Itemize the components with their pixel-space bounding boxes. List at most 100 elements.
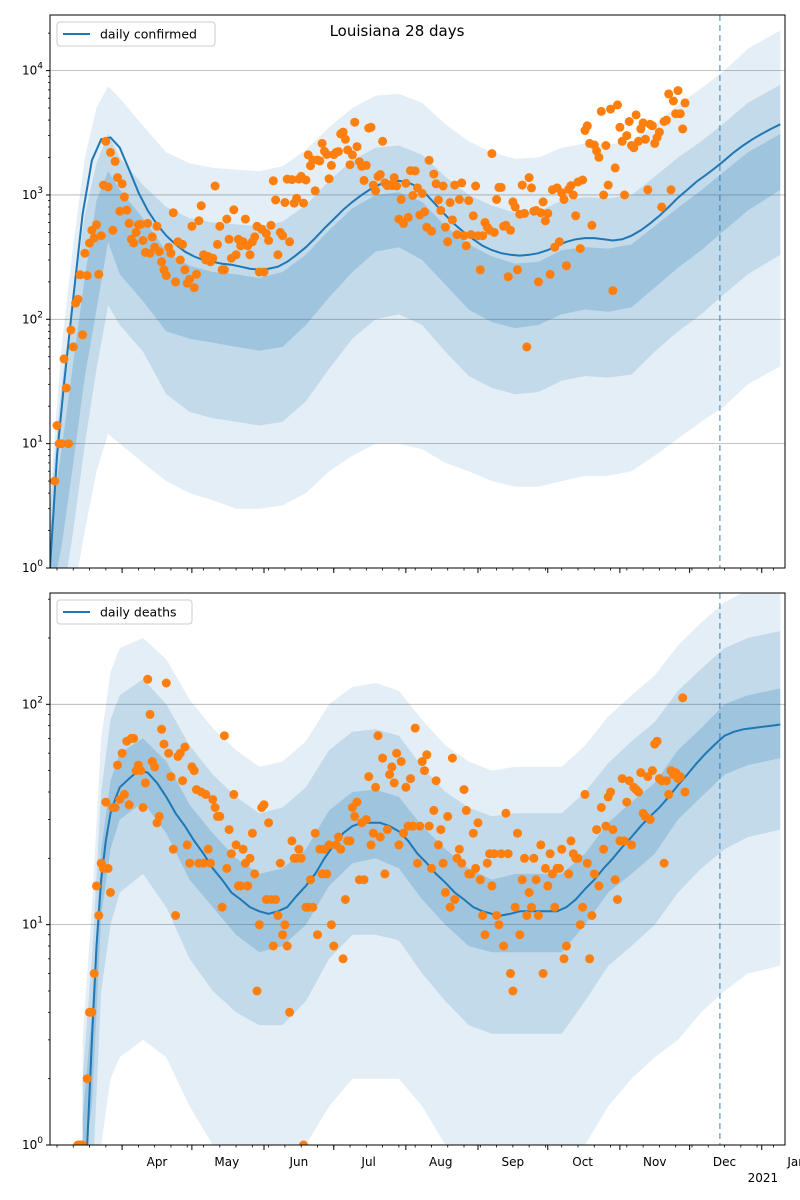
data-point: [94, 269, 104, 279]
data-point: [113, 173, 122, 183]
data-point: [261, 229, 271, 238]
data-point: [224, 234, 234, 244]
data-point: [273, 911, 283, 920]
data-point: [415, 821, 425, 831]
data-point: [215, 811, 225, 821]
data-point: [106, 147, 115, 157]
data-point: [371, 186, 381, 196]
data-point: [578, 902, 588, 912]
data-point: [243, 881, 253, 891]
x-tick-label: May: [214, 1155, 239, 1169]
data-point: [57, 439, 67, 449]
legend-box: [56, 599, 193, 625]
data-point: [352, 797, 362, 807]
data-point: [394, 840, 404, 850]
data-point: [368, 828, 378, 838]
data-point: [596, 803, 606, 812]
data-point: [431, 179, 441, 189]
data-point: [166, 772, 176, 782]
data-point: [219, 265, 229, 275]
data-point: [524, 888, 534, 897]
data-point: [520, 208, 529, 218]
data-point: [673, 86, 683, 96]
data-point: [122, 205, 132, 215]
data-point: [492, 911, 502, 920]
data-point: [308, 902, 318, 912]
legend-box: [56, 21, 216, 47]
data-point: [629, 143, 639, 153]
deaths-panel: 100 101 102 Apr May Jun Jul Aug Sep Oct Nov Dec Jan 2…: [22, 592, 800, 1185]
data-point: [80, 248, 90, 258]
uncertainty-band: [50, 84, 781, 568]
data-point: [601, 821, 611, 831]
data-point: [359, 175, 369, 185]
data-point: [408, 191, 418, 200]
data-point: [624, 776, 634, 786]
data-point: [310, 828, 320, 838]
data-point: [468, 828, 478, 838]
data-point: [168, 844, 178, 854]
data-point: [627, 840, 636, 850]
data-point: [382, 825, 392, 835]
data-point: [82, 271, 92, 280]
data-point: [236, 881, 246, 891]
data-point: [336, 844, 346, 854]
data-point: [464, 196, 474, 206]
data-point: [489, 849, 499, 859]
data-point: [396, 195, 406, 204]
data-point: [296, 853, 306, 863]
data-point: [445, 902, 455, 912]
data-point: [92, 220, 101, 230]
data-point: [231, 250, 241, 260]
data-point: [182, 840, 192, 850]
data-point: [171, 277, 181, 287]
data-point: [136, 766, 146, 776]
data-point: [517, 180, 527, 190]
data-point: [226, 849, 236, 859]
data-point: [166, 248, 176, 258]
data-point: [168, 208, 178, 218]
data-point: [487, 149, 497, 159]
data-point: [110, 803, 120, 812]
data-point: [489, 227, 499, 237]
data-point: [268, 941, 278, 951]
data-point: [566, 836, 576, 846]
data-point: [410, 723, 420, 733]
data-point: [215, 221, 225, 231]
data-point: [299, 1140, 308, 1145]
data-point: [347, 150, 357, 160]
data-point: [185, 858, 195, 868]
data-point: [273, 250, 283, 260]
data-point: [578, 175, 588, 185]
x-tick-label: Apr: [147, 1155, 168, 1169]
data-point: [175, 255, 185, 265]
data-point: [638, 118, 648, 128]
data-point: [333, 832, 343, 842]
data-point: [471, 181, 481, 191]
data-point: [659, 858, 669, 868]
data-point: [436, 825, 446, 835]
data-point: [664, 89, 674, 99]
data-point: [536, 208, 546, 218]
x-tick-label: Aug: [429, 1155, 452, 1169]
data-point: [647, 766, 657, 776]
data-point: [140, 778, 150, 788]
data-point: [461, 241, 471, 251]
data-point: [68, 342, 78, 352]
data-point: [513, 265, 522, 275]
data-point: [106, 888, 115, 897]
data-point: [50, 476, 60, 486]
data-point: [192, 269, 201, 279]
data-point: [108, 225, 118, 235]
data-point: [613, 895, 622, 904]
data-point: [329, 941, 339, 951]
data-point: [385, 770, 395, 779]
data-point: [424, 155, 434, 165]
data-point: [429, 169, 439, 179]
data-point: [364, 772, 374, 782]
data-point: [131, 227, 141, 237]
axes-frame: [49, 14, 786, 569]
data-point: [610, 163, 620, 173]
data-point: [564, 869, 574, 879]
data-point: [478, 911, 488, 920]
